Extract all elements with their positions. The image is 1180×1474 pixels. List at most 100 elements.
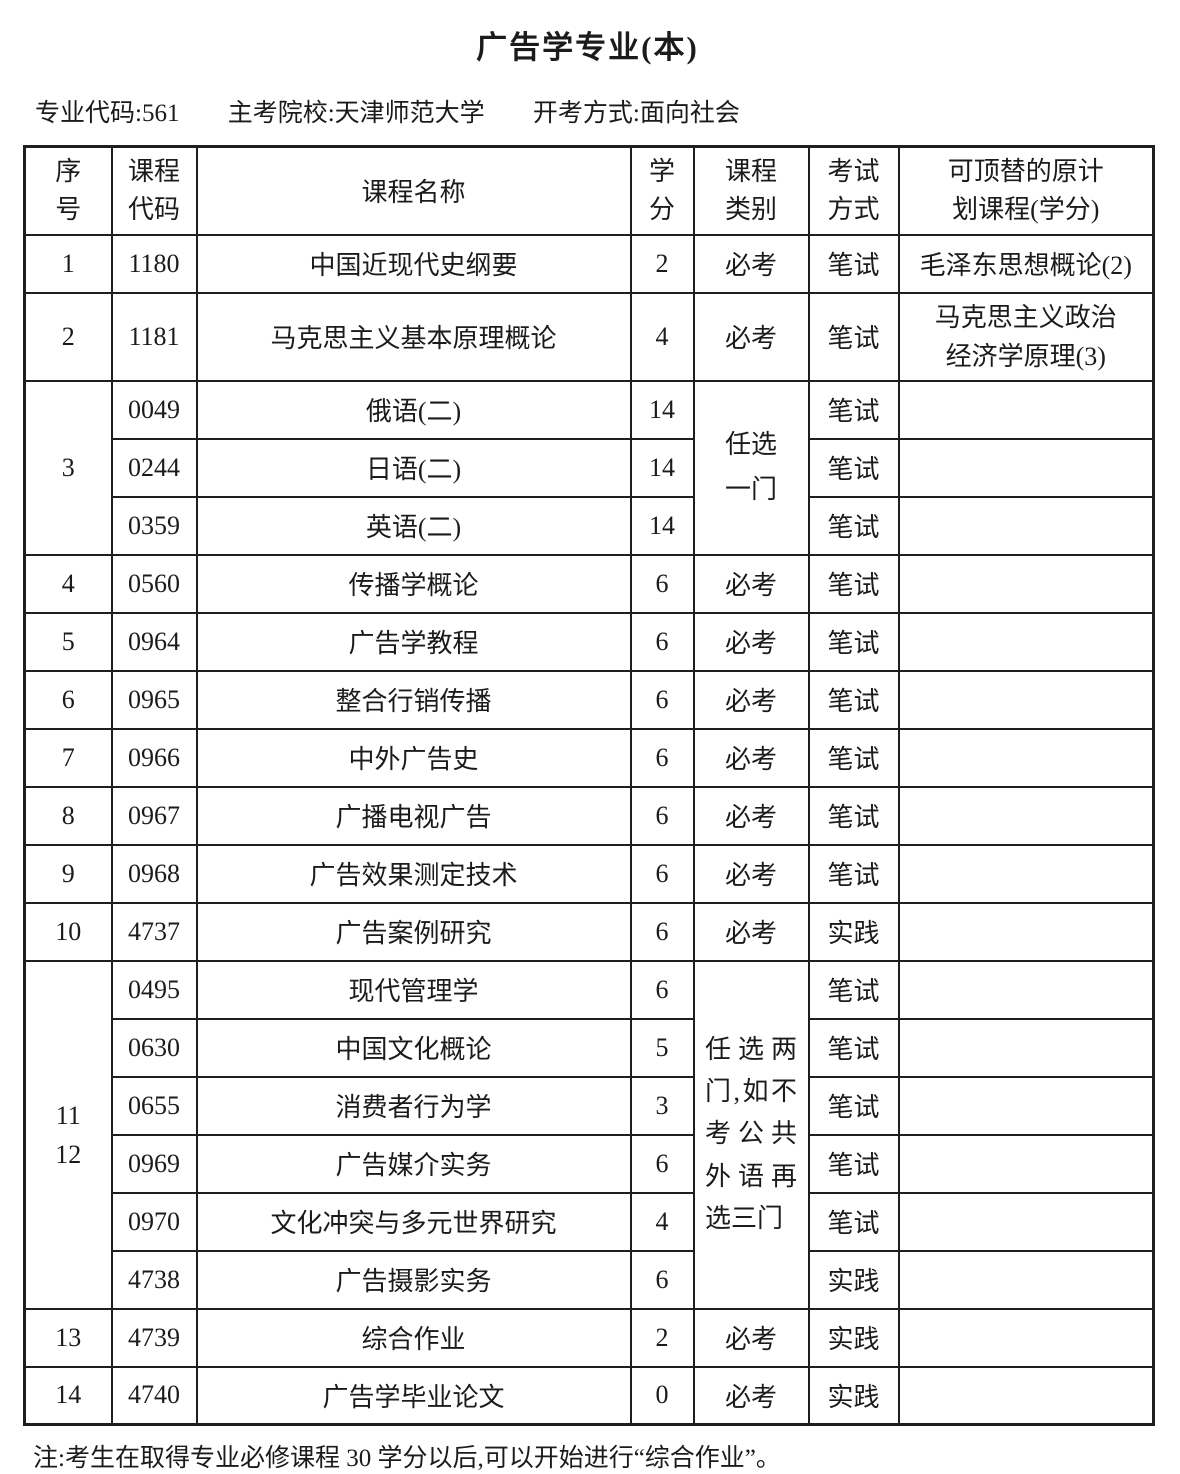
cell-credits: 6 [629,1249,695,1310]
table-header-row: 序号 课程代码 课程名称 学分 课程类别 考试方式 可顶替的原计划课程(学分) [23,145,1155,236]
table-row: 3 0049 俄语(二) 14 任选一门 笔试 [23,379,1155,556]
cell-credits: 0 [629,1365,695,1426]
cell-credits: 6 [629,959,695,1020]
cell-credits: 4 [629,1191,695,1252]
header-course-code: 课程代码 [110,145,198,236]
cell-course-code: 0495 [110,959,198,1020]
cell-course-name: 广告效果测定技术 [195,843,632,904]
cell-no: 2 [23,291,113,382]
header-replacement-label: 可顶替的原计划课程(学分) [947,157,1104,224]
cell-category: 必考 [692,611,810,672]
header-category-label: 课程类别 [724,157,777,224]
cell-category: 必考 [692,1365,810,1426]
cell-replacement [897,1017,1155,1078]
cell-replacement: 毛泽东思想概论(2) [897,233,1155,294]
cell-credits: 14 [629,495,695,556]
cell-replacement [897,1191,1155,1252]
cell-course-name: 整合行销传播 [195,669,632,730]
cell-no: 8 [23,785,113,846]
cell-course-code: 0964 [110,611,198,672]
meta-line: 专业代码:561 主考院校:天津师范大学 开考方式:面向社会 [35,93,1152,129]
cell-credits: 2 [629,233,695,294]
cell-exam-method: 笔试 [807,1133,900,1194]
cell-course-code: 4740 [110,1365,198,1426]
cell-course-code: 0630 [110,1017,198,1078]
cell-category: 任选一门 [692,379,810,556]
cell-replacement [897,611,1155,672]
cell-course-code: 0966 [110,727,198,788]
cell-course-code: 0968 [110,843,198,904]
cell-category: 必考 [692,233,810,294]
cell-exam-method: 笔试 [807,1191,900,1252]
cell-course-name: 广播电视广告 [195,785,632,846]
table-row: 4738 广告摄影实务 6 实践 [25,1249,1155,1310]
header-course-name: 课程名称 [195,145,632,236]
cell-replacement [897,843,1155,904]
cell-credits: 6 [629,843,695,904]
cell-category-text: 任选一门 [724,430,777,504]
cell-course-name: 综合作业 [195,1307,632,1368]
cell-course-name: 日语(二) [195,437,632,498]
cell-course-code: 1180 [110,233,198,294]
cell-replacement [897,901,1155,962]
cell-course-name: 中国近现代史纲要 [195,233,632,294]
cell-category: 必考 [692,1307,810,1368]
table-row: 7 0966 中外广告史 6 必考 笔试 [23,727,1155,788]
cell-no: 13 [23,1307,113,1368]
cell-no: 1 [23,233,113,294]
cell-credits: 2 [629,1307,695,1368]
cell-exam-method: 笔试 [807,1075,900,1136]
cell-replacement: 马克思主义政治经济学原理(3) [897,291,1155,382]
cell-replacement [897,1365,1155,1426]
cell-category: 必考 [692,785,810,846]
table-row: 0244 日语(二) 14 笔试 [25,437,1155,498]
cell-exam-method: 笔试 [807,291,900,382]
cell-exam-method: 笔试 [807,727,900,788]
cell-no: 3 [23,379,113,556]
host-school: 主考院校:天津师范大学 [227,100,485,127]
course-table: 序号 课程代码 课程名称 学分 课程类别 考试方式 可顶替的原计划课程(学分) … [23,145,1155,1426]
cell-course-name: 广告学毕业论文 [195,1365,632,1426]
cell-course-name: 广告案例研究 [195,901,632,962]
cell-category: 必考 [692,901,810,962]
cell-credits: 4 [629,291,695,382]
header-course-code-label: 课程代码 [127,157,180,224]
cell-replacement [897,1133,1155,1194]
cell-replacement [897,727,1155,788]
cell-course-code: 0359 [110,495,198,556]
cell-credits: 14 [629,437,695,498]
cell-exam-method: 实践 [807,1249,900,1310]
cell-course-code: 4737 [110,901,198,962]
cell-exam-method: 笔试 [807,379,900,440]
cell-credits: 5 [629,1017,695,1078]
cell-category: 必考 [692,669,810,730]
header-credits-label: 学分 [648,157,675,224]
cell-category: 必考 [692,553,810,614]
cell-course-code: 0965 [110,669,198,730]
header-credits: 学分 [629,145,695,236]
cell-replacement [897,1249,1155,1310]
cell-course-code: 0244 [110,437,198,498]
cell-no: 6 [23,669,113,730]
cell-course-name: 传播学概论 [195,553,632,614]
cell-replacement [897,1307,1155,1368]
table-row: 0969 广告媒介实务 6 笔试 [25,1133,1155,1194]
table-row: 1 1180 中国近现代史纲要 2 必考 笔试 毛泽东思想概论(2) [23,233,1155,294]
header-no: 序号 [23,145,113,236]
header-exam-method: 考试方式 [807,145,900,236]
cell-course-code: 0560 [110,553,198,614]
table-row: 8 0967 广播电视广告 6 必考 笔试 [23,785,1155,846]
cell-exam-method: 笔试 [807,495,900,556]
cell-course-code: 0049 [110,379,198,440]
cell-course-code: 4739 [110,1307,198,1368]
table-row: 5 0964 广告学教程 6 必考 笔试 [23,611,1155,672]
cell-course-name: 广告学教程 [195,611,632,672]
cell-replacement-text: 马克思主义政治经济学原理(3) [934,302,1117,371]
cell-replacement [897,553,1155,614]
cell-course-name: 马克思主义基本原理概论 [195,291,632,382]
table-row: 13 4739 综合作业 2 必考 实践 [23,1307,1155,1368]
table-row: 0970 文化冲突与多元世界研究 4 笔试 [25,1191,1155,1252]
cell-course-code: 1181 [110,291,198,382]
table-row: 10 4737 广告案例研究 6 必考 实践 [23,901,1155,962]
cell-credits: 6 [629,611,695,672]
